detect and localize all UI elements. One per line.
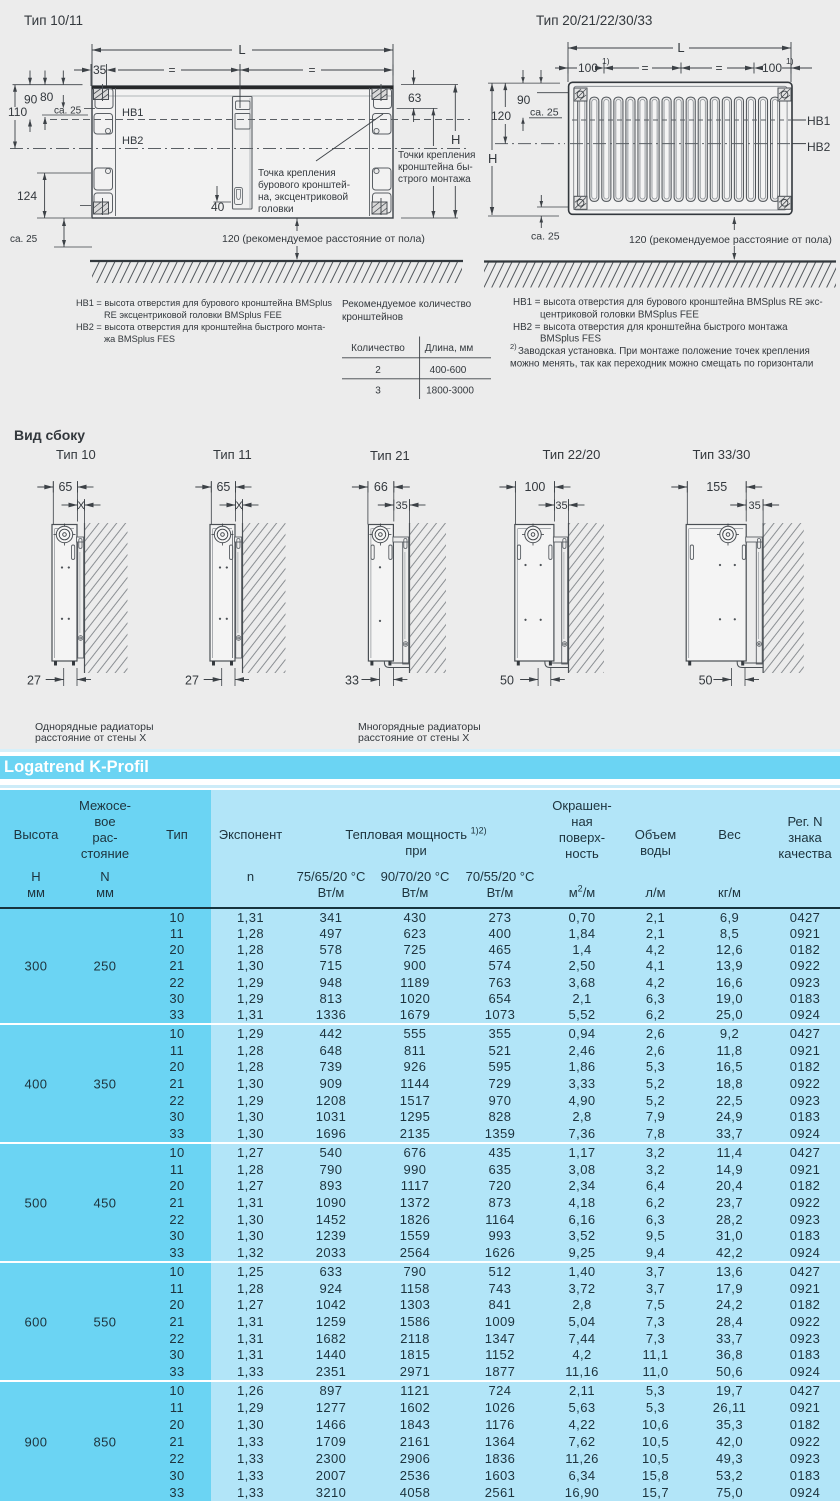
svg-text:80: 80 bbox=[40, 90, 54, 104]
svg-text:100: 100 bbox=[762, 61, 782, 75]
svg-text:H: H bbox=[451, 132, 460, 147]
svg-text:Тип 33/30: Тип 33/30 bbox=[693, 447, 751, 462]
svg-text:HB2: HB2 bbox=[122, 135, 143, 147]
svg-text:Вид сбоку: Вид сбоку bbox=[14, 427, 85, 443]
svg-text:66: 66 bbox=[374, 480, 388, 494]
svg-text:X: X bbox=[235, 500, 243, 512]
svg-text:L: L bbox=[677, 40, 684, 55]
svg-text:33: 33 bbox=[345, 674, 359, 688]
svg-text:расстояние от стены X: расстояние от стены X bbox=[35, 732, 146, 744]
svg-text:строго монтажа: строго монтажа bbox=[398, 174, 471, 185]
svg-text:Тип 22/20: Тип 22/20 bbox=[543, 447, 601, 462]
svg-text:расстояние от стены X: расстояние от стены X bbox=[358, 732, 469, 744]
svg-text:жа BMSplus FES: жа BMSplus FES bbox=[104, 334, 175, 344]
svg-text:бурового кронштей-: бурового кронштей- bbox=[258, 179, 350, 191]
svg-text:HB1: HB1 bbox=[122, 107, 143, 119]
svg-text:ca. 25: ca. 25 bbox=[54, 106, 82, 117]
svg-text:120: 120 bbox=[491, 109, 511, 123]
svg-text:HB2 = высота отверстия для кро: HB2 = высота отверстия для кронштейна бы… bbox=[513, 322, 788, 333]
svg-text:=: = bbox=[641, 61, 648, 75]
svg-text:40: 40 bbox=[211, 200, 225, 214]
svg-text:Многорядные радиаторы: Многорядные радиаторы bbox=[358, 721, 481, 733]
svg-text:1): 1) bbox=[602, 56, 610, 66]
svg-text:Тип 10: Тип 10 bbox=[56, 447, 96, 462]
svg-text:100: 100 bbox=[578, 61, 598, 75]
svg-text:65: 65 bbox=[58, 480, 72, 494]
svg-text:Тип 11: Тип 11 bbox=[213, 447, 252, 462]
svg-text:BMSplus FES: BMSplus FES bbox=[540, 334, 601, 345]
svg-text:X: X bbox=[77, 500, 85, 512]
svg-text:HB1 = высота отверстия для бур: HB1 = высота отверстия для бурового крон… bbox=[76, 298, 332, 308]
svg-text:HB2: HB2 bbox=[807, 140, 831, 154]
svg-text:1800-3000: 1800-3000 bbox=[426, 386, 474, 397]
svg-text:ca. 25: ca. 25 bbox=[10, 234, 38, 245]
svg-text:90: 90 bbox=[24, 92, 38, 106]
svg-text:на, эксцентриковой: на, эксцентриковой bbox=[258, 192, 348, 203]
svg-text:100: 100 bbox=[525, 480, 546, 494]
svg-text:Тип 21: Тип 21 bbox=[370, 448, 410, 463]
svg-text:ca. 25: ca. 25 bbox=[531, 231, 560, 243]
svg-text:400-600: 400-600 bbox=[430, 365, 467, 376]
svg-text:1): 1) bbox=[786, 56, 794, 66]
svg-text:Точка крепления: Точка крепления bbox=[258, 168, 336, 179]
svg-text:центриковой головки BMSplus FE: центриковой головки BMSplus FEE bbox=[540, 310, 699, 321]
svg-text:=: = bbox=[308, 63, 315, 77]
svg-text:2): 2) bbox=[510, 342, 517, 351]
svg-text:Точки крепления: Точки крепления bbox=[398, 150, 475, 161]
svg-text:головки: головки bbox=[258, 204, 294, 215]
svg-text:35: 35 bbox=[555, 500, 567, 512]
svg-text:65: 65 bbox=[216, 480, 230, 494]
svg-text:35: 35 bbox=[93, 63, 107, 77]
svg-text:=: = bbox=[168, 63, 175, 77]
svg-text:кронштейнов: кронштейнов bbox=[342, 312, 403, 323]
svg-text:27: 27 bbox=[185, 674, 199, 688]
svg-text:35: 35 bbox=[749, 500, 761, 512]
svg-text:HB1: HB1 bbox=[807, 114, 831, 128]
svg-text:Тип 20/21/22/30/33: Тип 20/21/22/30/33 bbox=[536, 13, 652, 28]
svg-text:Тип 10/11: Тип 10/11 bbox=[24, 13, 83, 28]
svg-text:110: 110 bbox=[8, 105, 27, 119]
svg-text:120 (рекомендуемое расстояние: 120 (рекомендуемое расстояние от пола) bbox=[222, 233, 425, 245]
svg-text:27: 27 bbox=[27, 674, 41, 688]
svg-text:3: 3 bbox=[375, 386, 381, 397]
svg-text:кронштейна бы-: кронштейна бы- bbox=[398, 161, 473, 173]
svg-text:можно менять, так как переходн: можно менять, так как переходник можно с… bbox=[510, 359, 813, 370]
svg-text:120 (рекомендуемое расстояние: 120 (рекомендуемое расстояние от пола) bbox=[629, 234, 832, 246]
svg-text:Количество: Количество bbox=[351, 343, 405, 354]
svg-text:Рекомендуемое количество: Рекомендуемое количество bbox=[342, 299, 472, 310]
svg-text:50: 50 bbox=[500, 674, 514, 688]
svg-text:H: H bbox=[488, 151, 497, 166]
svg-text:Длина, мм: Длина, мм bbox=[425, 343, 474, 354]
svg-text:HB1 = высота отверстия для бур: HB1 = высота отверстия для бурового крон… bbox=[513, 297, 823, 308]
svg-text:HB2 = высота отверстия для кро: HB2 = высота отверстия для кронштейна бы… bbox=[76, 322, 325, 332]
svg-text:35: 35 bbox=[396, 500, 408, 512]
svg-text:ca. 25: ca. 25 bbox=[530, 107, 559, 119]
svg-text:Однорядные радиаторы: Однорядные радиаторы bbox=[35, 721, 154, 733]
svg-text:124: 124 bbox=[17, 189, 37, 203]
svg-text:50: 50 bbox=[699, 674, 713, 688]
svg-text:2: 2 bbox=[375, 365, 381, 376]
svg-text:=: = bbox=[715, 61, 722, 75]
svg-text:L: L bbox=[238, 42, 245, 57]
svg-text:155: 155 bbox=[706, 480, 727, 494]
svg-text:63: 63 bbox=[408, 91, 422, 105]
svg-text:90: 90 bbox=[517, 93, 531, 107]
svg-text:Заводская установка. При монта: Заводская установка. При монтаже положен… bbox=[518, 346, 810, 357]
svg-text:RE эксцентриковой головки BMSp: RE эксцентриковой головки BMSplus FEE bbox=[104, 310, 282, 320]
